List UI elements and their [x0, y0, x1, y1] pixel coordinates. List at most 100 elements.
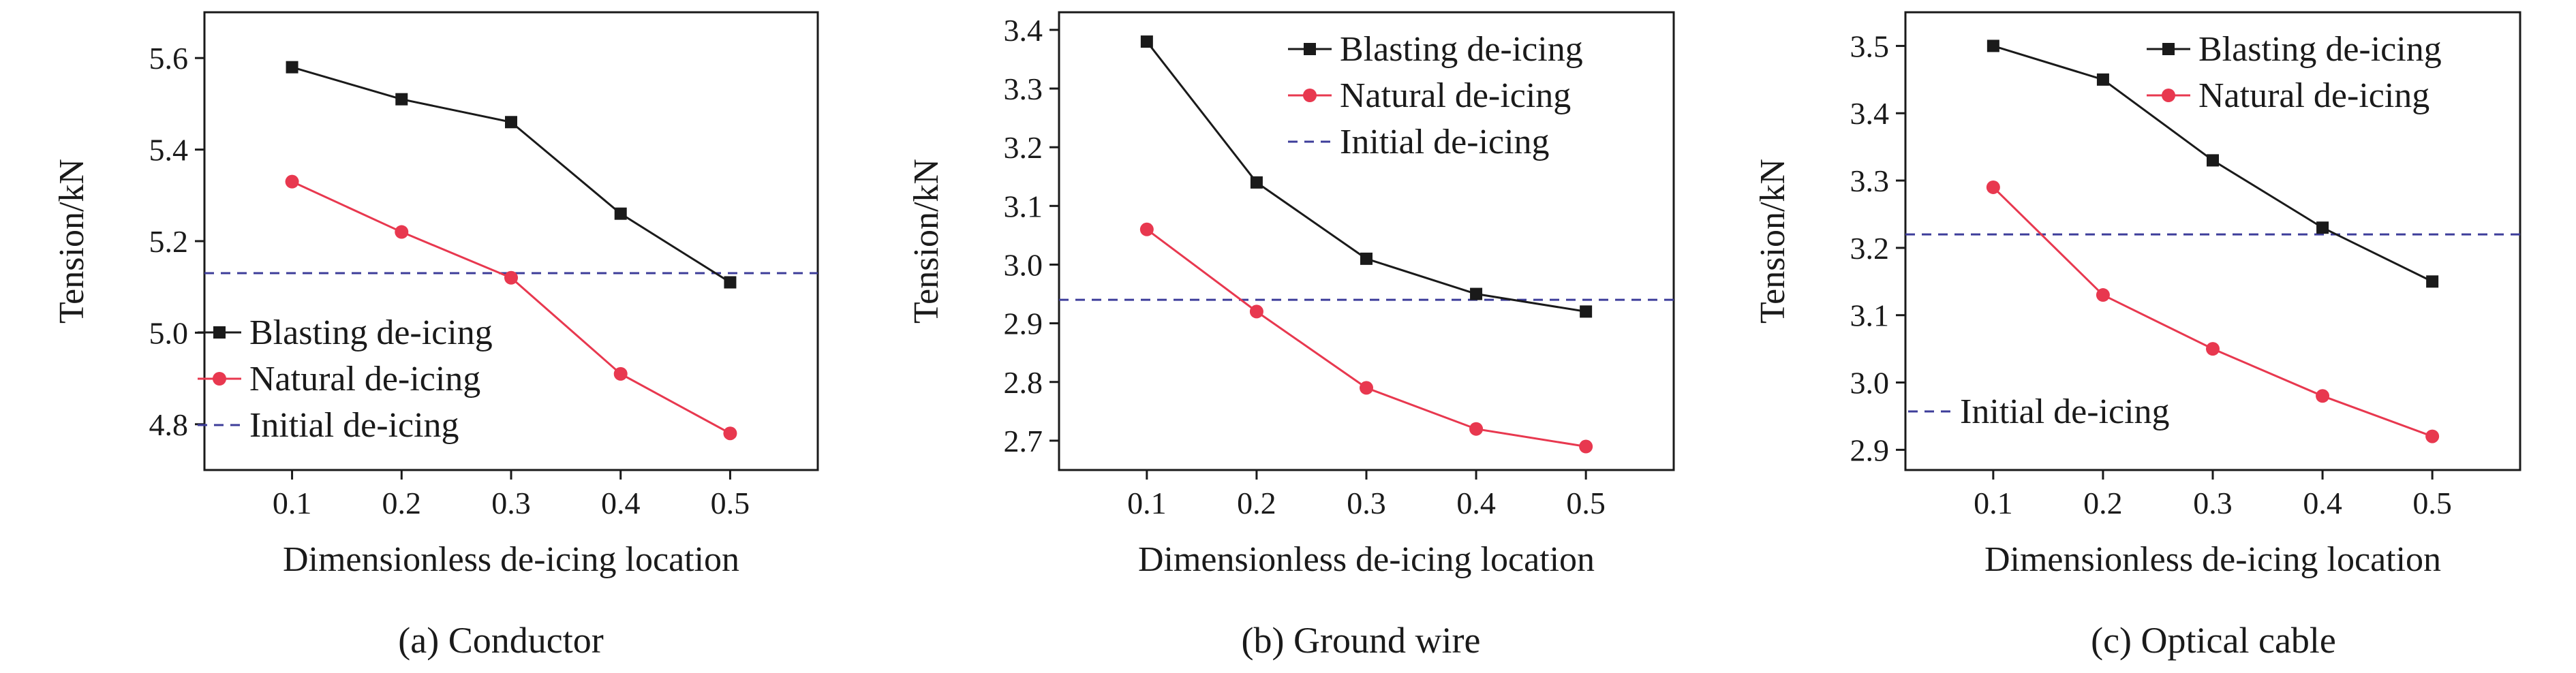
point-natural: [613, 366, 628, 381]
legend-label: Natural de-icing: [1340, 76, 1571, 115]
x-tick-label: 0.5: [2412, 486, 2452, 520]
series-blasting-line: [292, 66, 731, 283]
point-blasting: [286, 61, 298, 74]
y-tick-label: 5.4: [149, 133, 189, 168]
y-tick-label: 3.1: [1004, 189, 1043, 223]
legend-item: Natural de-icing: [198, 360, 480, 398]
point-natural: [504, 270, 518, 285]
x-tick-label: 0.5: [1566, 486, 1606, 520]
legend-label: Initial de-icing: [1960, 392, 2170, 431]
point-blasting: [1580, 305, 1593, 318]
x-axis-title: Dimensionless de-icing location: [283, 540, 739, 579]
point-blasting: [1987, 40, 1999, 52]
legend-marker-blasting: [2162, 43, 2175, 55]
legend-marker-blasting: [1304, 43, 1316, 55]
point-natural: [1579, 439, 1593, 454]
point-blasting: [2207, 154, 2219, 167]
point-blasting: [614, 207, 627, 220]
y-tick-label: 2.7: [1004, 424, 1043, 458]
y-axis-title: Tension/kN: [907, 159, 946, 324]
point-natural: [723, 426, 737, 441]
y-tick-label: 5.2: [149, 224, 189, 259]
point-blasting: [1470, 287, 1483, 300]
legend-label: Natural de-icing: [2198, 76, 2429, 115]
point-blasting: [1140, 35, 1153, 48]
legend-item: Initial de-icing: [1908, 392, 2170, 431]
y-tick-label: 3.3: [1004, 72, 1043, 106]
plot-frame: [203, 11, 819, 471]
legend-marker-natural: [2162, 89, 2175, 102]
y-tick-label: 3.5: [1850, 29, 1890, 63]
point-blasting: [395, 93, 408, 106]
point-blasting: [2316, 221, 2329, 234]
legend-item: Natural de-icing: [1288, 76, 1571, 115]
x-tick-label: 0.2: [382, 486, 422, 520]
point-blasting: [2096, 73, 2109, 86]
point-blasting: [505, 116, 517, 129]
legend-item: Initial de-icing: [1288, 123, 1550, 161]
x-tick-label: 0.1: [1127, 486, 1167, 520]
y-tick-label: 3.4: [1004, 13, 1043, 48]
y-tick-label: 3.4: [1850, 96, 1890, 131]
y-tick-label: 2.9: [1850, 433, 1890, 467]
legend-label: Natural de-icing: [249, 360, 480, 398]
y-tick-label: 3.2: [1004, 130, 1043, 165]
x-tick-label: 0.4: [1456, 486, 1496, 520]
x-tick-label: 0.1: [1974, 486, 2013, 520]
y-tick-label: 3.0: [1850, 366, 1890, 401]
legend-marker-natural: [213, 372, 226, 386]
panel-caption: (b) Ground wire: [1242, 620, 1481, 661]
y-axis-title: Tension/kN: [1753, 159, 1792, 324]
legend-label: Blasting de-icing: [249, 313, 493, 352]
legend-marker-blasting: [213, 326, 226, 339]
x-tick-label: 0.3: [1347, 486, 1386, 520]
panel-3: 0.1 0.2 0.3 0.4 0.5 2.9 3.0 3.1 3.2 3.3 3.4 3.5 Dime…: [1753, 11, 2521, 661]
legend-item: Blasting de-icing: [1288, 30, 1583, 69]
legend-marker-natural: [1303, 89, 1317, 102]
point-natural: [395, 225, 409, 239]
legend-item: Blasting de-icing: [2147, 30, 2442, 69]
y-tick-label: 5.6: [149, 41, 189, 76]
point-natural: [1139, 222, 1154, 236]
point-blasting: [1250, 176, 1263, 189]
x-tick-label: 0.2: [1237, 486, 1276, 520]
x-axis-title: Dimensionless de-icing location: [1984, 540, 2441, 579]
legend-label: Initial de-icing: [1340, 123, 1550, 161]
point-natural: [1986, 180, 2000, 194]
point-natural: [1469, 422, 1484, 436]
point-natural: [2206, 342, 2220, 356]
y-tick-label: 5.0: [149, 315, 189, 350]
legend-item: Initial de-icing: [198, 406, 459, 445]
y-axis-title: Tension/kN: [52, 159, 91, 324]
point-natural: [1249, 304, 1263, 319]
y-tick-label: 4.8: [149, 407, 189, 442]
x-tick-label: 0.3: [2193, 486, 2233, 520]
panel-caption: (a) Conductor: [398, 620, 603, 661]
legend-label: Blasting de-icing: [2198, 30, 2442, 69]
x-tick-label: 0.2: [2083, 486, 2123, 520]
legend-item: Natural de-icing: [2147, 76, 2429, 115]
x-tick-label: 0.1: [273, 486, 312, 520]
x-tick-label: 0.5: [711, 486, 750, 520]
panel-2: 0.1 0.2 0.3 0.4 0.5 2.7 2.8 2.9 3.0 3.1 3.2 3.3 3.4 D…: [907, 11, 1675, 661]
x-tick-label: 0.4: [2303, 486, 2342, 520]
y-tick-label: 2.9: [1004, 307, 1043, 341]
point-natural: [2096, 288, 2110, 302]
panel-caption: (c) Optical cable: [2091, 620, 2336, 661]
point-blasting: [1360, 252, 1373, 265]
point-natural: [2425, 429, 2440, 443]
y-tick-label: 3.0: [1004, 247, 1043, 282]
x-tick-label: 0.4: [601, 486, 641, 520]
point-natural: [285, 174, 299, 189]
y-tick-label: 3.1: [1850, 298, 1890, 333]
legend-item: Blasting de-icing: [198, 313, 493, 352]
legend-label: Initial de-icing: [249, 406, 459, 445]
point-blasting: [724, 276, 737, 289]
legend-label: Blasting de-icing: [1340, 30, 1583, 69]
point-natural: [1360, 381, 1373, 395]
x-tick-label: 0.3: [491, 486, 531, 520]
x-axis-title: Dimensionless de-icing location: [1138, 540, 1595, 579]
point-blasting: [2426, 275, 2439, 288]
y-tick-label: 3.3: [1850, 163, 1890, 198]
